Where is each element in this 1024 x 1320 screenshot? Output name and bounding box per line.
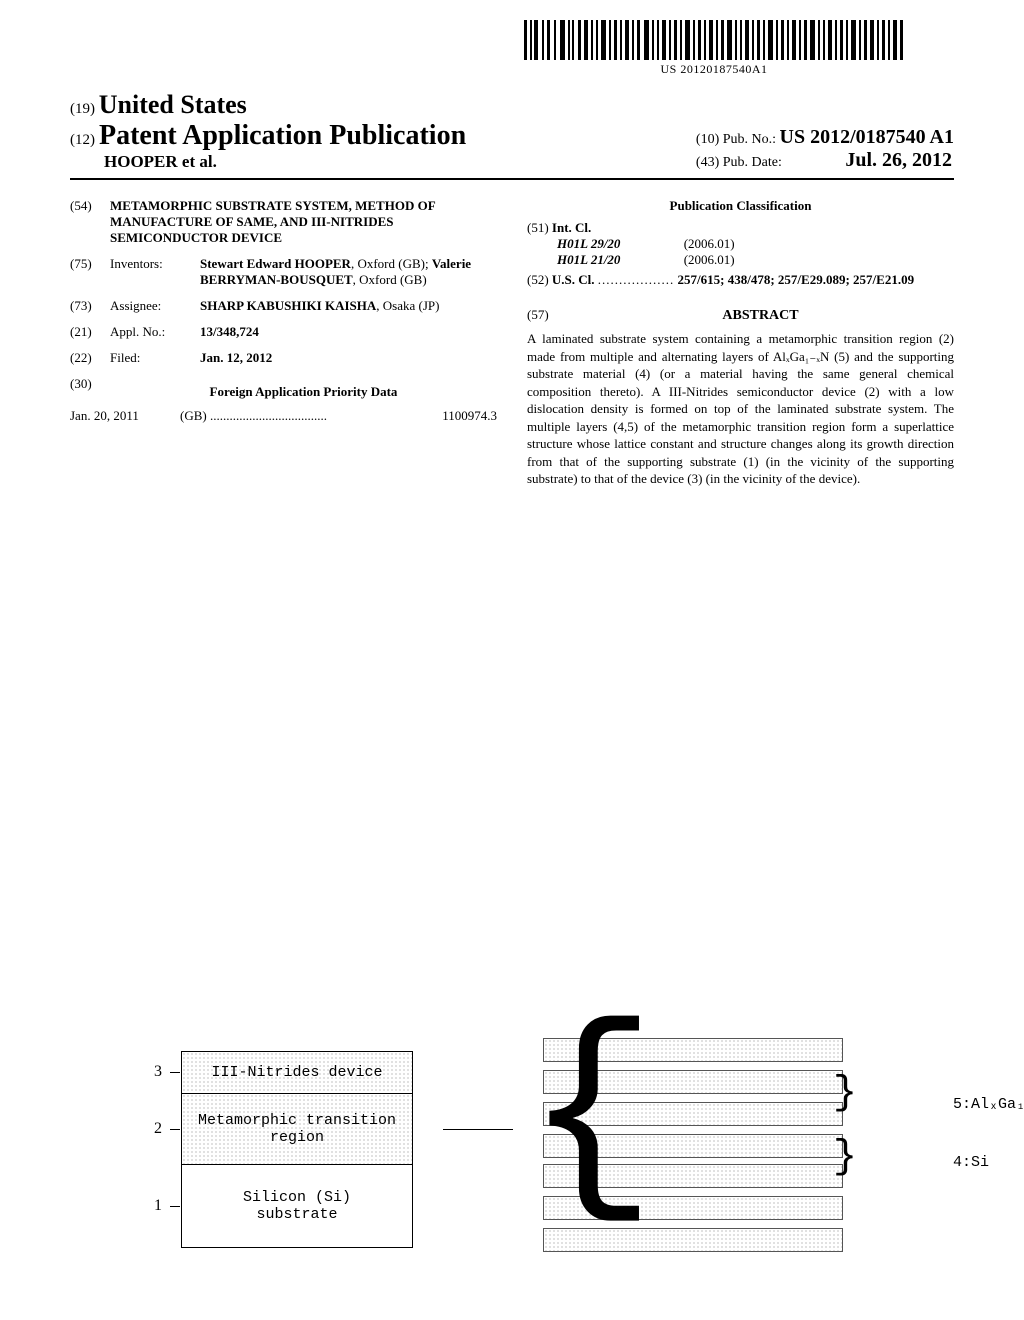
label-5: 5:AlₓGa₁₋ₓN	[953, 1094, 1024, 1113]
pub-left: (12) Patent Application Publication HOOP…	[70, 120, 466, 172]
layer-1-text-a: Silicon (Si)	[243, 1189, 351, 1206]
applno-label: Appl. No.:	[110, 324, 200, 340]
abstract-text: A laminated substrate system containing …	[527, 330, 954, 488]
layer-2: 2 Metamorphic transition region	[182, 1094, 412, 1165]
brace-right-icon: }	[833, 1074, 857, 1114]
layer-1: 1 Silicon (Si) substrate	[182, 1165, 412, 1247]
intcl-block: (51) Int. Cl. H01L 29/20 (2006.01) H01L …	[527, 220, 954, 268]
publication-type: Patent Application Publication	[99, 120, 466, 151]
uscl-label: U.S. Cl.	[552, 272, 595, 287]
layer-3-text: III-Nitrides device	[211, 1064, 382, 1081]
code-75: (75)	[70, 256, 110, 288]
body-columns: (54) METAMORPHIC SUBSTRATE SYSTEM, METHO…	[70, 198, 954, 488]
publication-date: Jul. 26, 2012	[845, 149, 952, 171]
header: (19) United States (12) Patent Applicati…	[70, 90, 954, 172]
code-21: (21)	[70, 324, 110, 340]
barcode-graphic	[524, 20, 904, 60]
filed-field: (22) Filed: Jan. 12, 2012	[70, 350, 497, 366]
tick-icon	[170, 1072, 180, 1073]
intcl-2-yr: (2006.01)	[684, 252, 735, 267]
inventor-1-name: Stewart Edward HOOPER	[200, 256, 351, 271]
barcode-block: US 20120187540A1	[524, 20, 904, 77]
assignee-name: SHARP KABUSHIKI KAISHA	[200, 298, 376, 313]
layer-1-num: 1	[154, 1197, 162, 1215]
priority-row: Jan. 20, 2011 (GB) .....................…	[70, 408, 497, 424]
patent-page: US 20120187540A1 (19) United States (12)…	[0, 0, 1024, 1320]
pubno-label: Pub. No.:	[723, 132, 776, 147]
code-22: (22)	[70, 350, 110, 366]
uscl-values: 257/615; 438/478; 257/E29.089; 257/E21.0…	[678, 272, 915, 287]
right-column: Publication Classification (51) Int. Cl.…	[527, 198, 954, 488]
priority-number: 1100974.3	[407, 408, 497, 424]
priority-header: Foreign Application Priority Data	[110, 384, 497, 400]
applno-field: (21) Appl. No.: 13/348,724	[70, 324, 497, 340]
inventor-1-loc: , Oxford (GB);	[351, 256, 432, 271]
abstract-header: ABSTRACT	[567, 308, 954, 324]
applno-value: 13/348,724	[200, 324, 497, 340]
code-12: (12)	[70, 132, 95, 148]
intcl-label: Int. Cl.	[552, 220, 591, 235]
assignee-field: (73) Assignee: SHARP KABUSHIKI KAISHA, O…	[70, 298, 497, 314]
layer-stack: 3 III-Nitrides device 2 Metamorphic tran…	[181, 1051, 413, 1248]
inventors-field: (75) Inventors: Stewart Edward HOOPER, O…	[70, 256, 497, 288]
left-column: (54) METAMORPHIC SUBSTRATE SYSTEM, METHO…	[70, 198, 497, 488]
code-30: (30)	[70, 376, 110, 408]
layer-3: 3 III-Nitrides device	[182, 1052, 412, 1094]
figure: 3 III-Nitrides device 2 Metamorphic tran…	[0, 1038, 1024, 1260]
pub-right: (10) Pub. No.: US 2012/0187540 A1 (43) P…	[696, 126, 954, 172]
priority-block: (30) Foreign Application Priority Data J…	[70, 376, 497, 424]
assignee-loc: , Osaka (JP)	[376, 298, 439, 313]
layer-2-num: 2	[154, 1120, 162, 1138]
filed-label: Filed:	[110, 350, 200, 366]
inventor-2-loc: , Oxford (GB)	[353, 272, 427, 287]
code-73: (73)	[70, 298, 110, 314]
brace-right-icon: }	[833, 1138, 857, 1178]
divider	[70, 178, 954, 180]
inventors-value: Stewart Edward HOOPER, Oxford (GB); Vale…	[200, 256, 497, 288]
priority-dots: ....................................	[210, 408, 327, 423]
layer-2-text: Metamorphic transition region	[198, 1112, 396, 1146]
code-52: (52)	[527, 272, 549, 287]
label-4: 4:Si	[953, 1154, 989, 1171]
code-54: (54)	[70, 198, 110, 246]
barcode-text: US 20120187540A1	[524, 62, 904, 77]
code-57: (57)	[527, 307, 567, 323]
filed-value: Jan. 12, 2012	[200, 350, 497, 366]
code-43: (43)	[696, 155, 719, 170]
layer-1-text-b: substrate	[256, 1206, 337, 1223]
tick-icon	[170, 1129, 180, 1130]
priority-country-code: (GB)	[180, 408, 207, 423]
code-51: (51)	[527, 220, 549, 235]
detail-stack: { } } 5:AlₓGa₁₋ₓN 4:Si	[543, 1038, 843, 1260]
priority-date: Jan. 20, 2011	[70, 408, 180, 424]
intcl-1: H01L 29/20	[557, 236, 620, 251]
pubdate-label: Pub. Date:	[723, 155, 782, 170]
country-line: (19) United States	[70, 90, 954, 120]
intcl-2: H01L 21/20	[557, 252, 620, 267]
tick-icon	[170, 1206, 180, 1207]
priority-country: (GB) ...................................…	[180, 408, 407, 424]
assignee-value: SHARP KABUSHIKI KAISHA, Osaka (JP)	[200, 298, 497, 314]
uscl-block: (52) U.S. Cl. .................. 257/615…	[527, 272, 954, 288]
code-10: (10)	[696, 132, 719, 147]
brace-left-icon: {	[525, 1018, 657, 1218]
applicant-name: HOOPER et al.	[104, 152, 466, 172]
publication-number: US 2012/0187540 A1	[780, 126, 954, 148]
intcl-1-yr: (2006.01)	[684, 236, 735, 251]
assignee-label: Assignee:	[110, 298, 200, 314]
uscl-dots: ..................	[598, 272, 675, 287]
connector-line	[443, 1129, 513, 1130]
title-field: (54) METAMORPHIC SUBSTRATE SYSTEM, METHO…	[70, 198, 497, 246]
code-19: (19)	[70, 101, 95, 117]
layer-3-num: 3	[154, 1063, 162, 1081]
pub-line: (12) Patent Application Publication HOOP…	[70, 120, 954, 172]
inventors-label: Inventors:	[110, 256, 200, 288]
classification-header: Publication Classification	[527, 198, 954, 214]
patent-title: METAMORPHIC SUBSTRATE SYSTEM, METHOD OF …	[110, 198, 497, 246]
country: United States	[99, 90, 247, 119]
